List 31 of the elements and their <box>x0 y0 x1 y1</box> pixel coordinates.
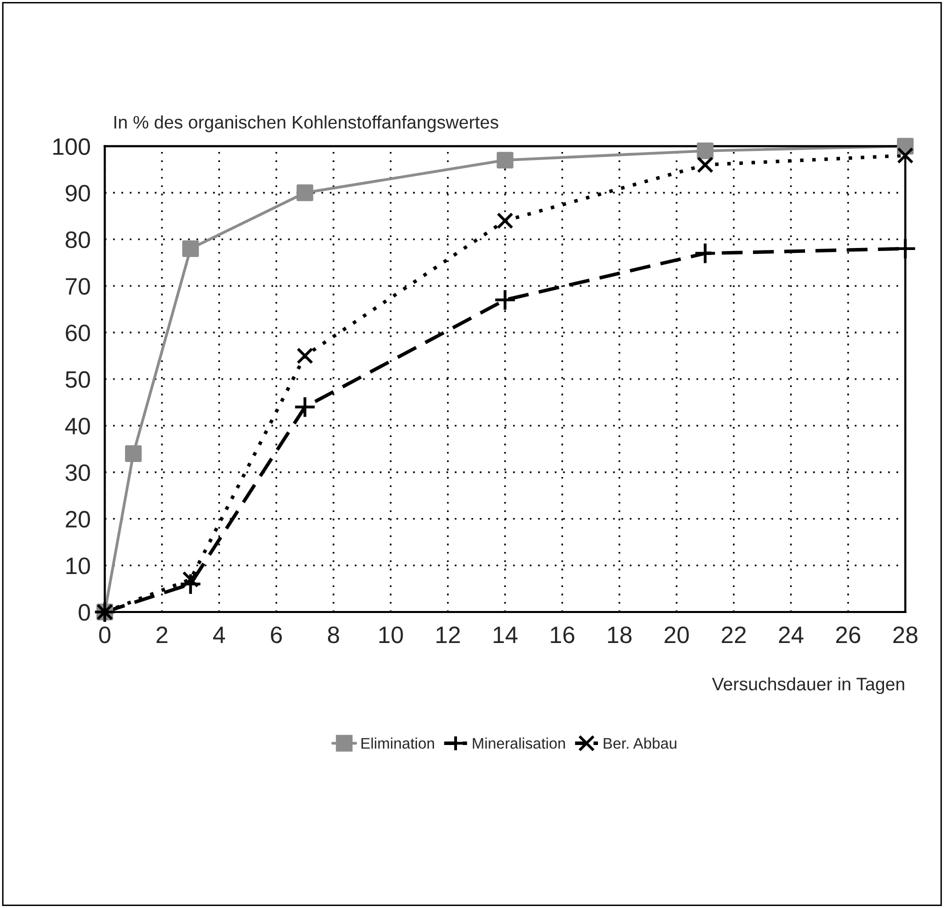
x-tick-label: 18 <box>608 626 632 644</box>
x-axis-title: Versuchsdauer in Tagen <box>712 677 904 694</box>
x-tick-label: 24 <box>778 626 804 643</box>
y-tick-label: 90 <box>66 184 90 202</box>
y-tick-label: 60 <box>66 324 90 342</box>
x-tick-label: 14 <box>494 626 518 643</box>
x-tick-label: 28 <box>893 626 918 644</box>
x-tick-label: 22 <box>722 626 746 643</box>
y-axis-title: In % des organischen Kohlenstoffanfangswertes <box>114 115 498 132</box>
legend-label: Mineralisation <box>472 738 565 749</box>
y-tick-label: 30 <box>66 464 90 482</box>
x-tick-label: 12 <box>436 626 460 643</box>
x-tick-label: 8 <box>328 626 340 644</box>
x-tick-label: 26 <box>836 626 860 644</box>
y-tick-label: 10 <box>66 557 90 574</box>
y-tick-label: 50 <box>66 371 90 388</box>
x-tick-label: 16 <box>550 626 574 644</box>
x-tick-label: 10 <box>379 626 403 644</box>
x-tick-label: 20 <box>664 626 689 644</box>
y-tick-label: 100 <box>53 138 90 155</box>
y-tick-label: 80 <box>66 231 90 248</box>
y-tick-label: 40 <box>65 418 90 434</box>
y-tick-label: 70 <box>66 278 90 295</box>
x-tick-label: 2 <box>156 626 168 643</box>
x-tick-label: 4 <box>213 626 226 643</box>
legend-label: Ber. Abbau <box>604 738 676 749</box>
x-tick-label: 0 <box>99 626 110 644</box>
legend-label: Elimination <box>362 738 434 749</box>
y-tick-label: 20 <box>66 510 90 528</box>
x-tick-label: 6 <box>270 626 282 644</box>
y-tick-label: 0 <box>78 604 90 621</box>
